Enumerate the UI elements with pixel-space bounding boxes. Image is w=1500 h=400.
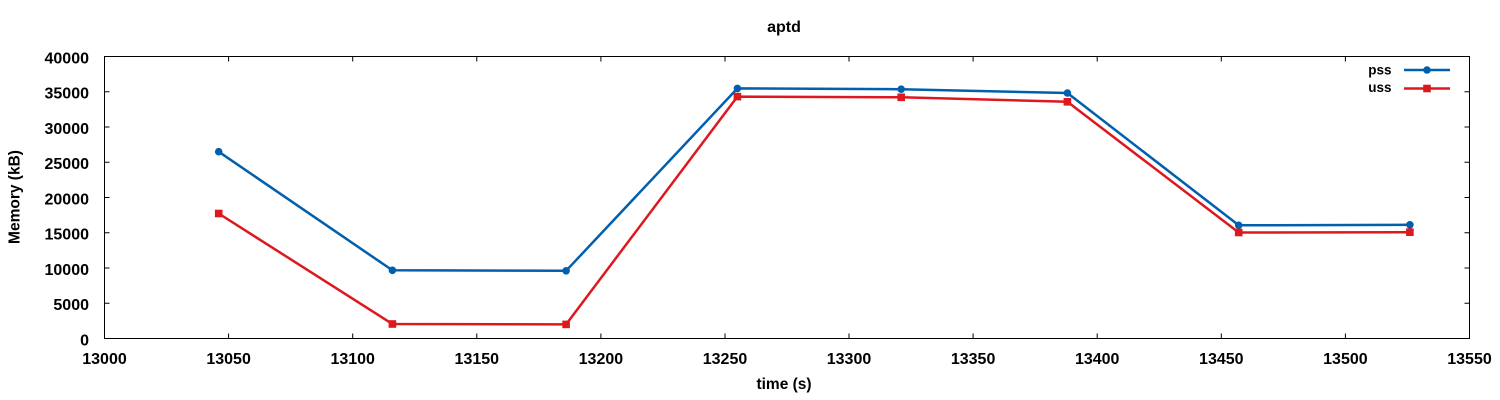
svg-text:13100: 13100 [330,351,375,368]
svg-text:13000: 13000 [82,351,127,368]
svg-text:13050: 13050 [206,351,251,368]
svg-text:uss: uss [1368,80,1391,95]
svg-text:15000: 15000 [45,227,90,244]
svg-text:13350: 13350 [951,351,996,368]
svg-text:13250: 13250 [703,351,748,368]
svg-text:20000: 20000 [45,191,90,208]
svg-text:35000: 35000 [45,86,90,103]
svg-text:13500: 13500 [1323,351,1368,368]
svg-text:5000: 5000 [53,297,89,314]
svg-text:40000: 40000 [45,50,90,67]
svg-text:13200: 13200 [579,351,624,368]
svg-text:aptd: aptd [767,19,801,36]
svg-text:13150: 13150 [455,351,500,368]
svg-text:time (s): time (s) [756,376,811,393]
svg-text:13450: 13450 [1199,351,1244,368]
svg-text:13400: 13400 [1075,351,1120,368]
svg-text:30000: 30000 [45,121,90,138]
svg-text:Memory (kB): Memory (kB) [7,150,24,244]
svg-text:0: 0 [80,332,89,349]
svg-text:10000: 10000 [45,262,90,279]
svg-text:13550: 13550 [1447,351,1492,368]
svg-text:pss: pss [1368,62,1391,77]
svg-text:25000: 25000 [45,156,90,173]
svg-text:13300: 13300 [827,351,872,368]
